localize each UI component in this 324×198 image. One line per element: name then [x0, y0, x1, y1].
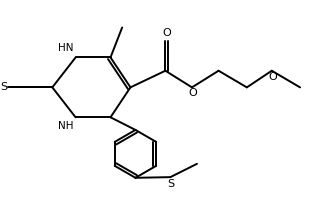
Text: S: S: [0, 82, 7, 92]
Text: O: O: [162, 29, 171, 38]
Text: HN: HN: [58, 43, 74, 53]
Text: O: O: [268, 72, 277, 82]
Text: S: S: [168, 179, 175, 189]
Text: NH: NH: [58, 121, 74, 131]
Text: O: O: [188, 88, 197, 98]
